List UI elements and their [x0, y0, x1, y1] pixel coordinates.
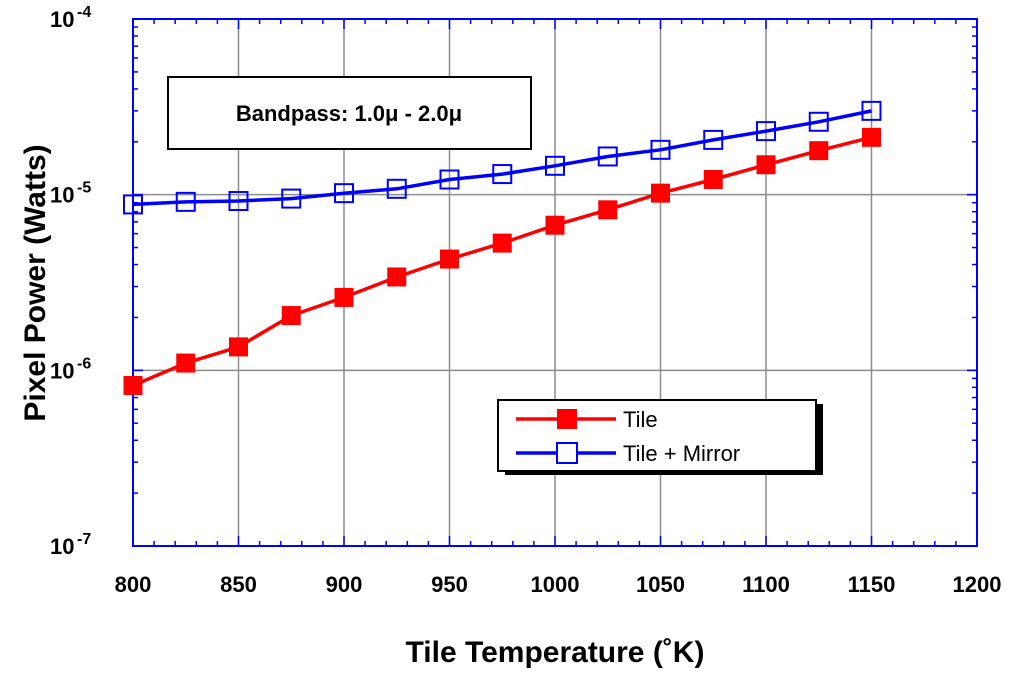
data-point-tile — [809, 141, 829, 161]
x-tick-label: 1050 — [636, 572, 685, 597]
y-tick-exponent: -6 — [77, 355, 91, 372]
x-axis-title: Tile Temperature (˚K) — [406, 636, 705, 669]
legend-label: Tile — [623, 407, 658, 432]
data-point-tile-mirror — [650, 139, 671, 160]
data-point-tile — [492, 233, 512, 253]
annotation-frame — [167, 76, 532, 150]
y-axis-title: Pixel Power (Watts) — [19, 144, 52, 421]
y-tick-label: 10 -5 — [50, 180, 91, 208]
y-tick-label: 10 -7 — [50, 531, 91, 559]
y-tick-label: 10 -6 — [50, 355, 91, 383]
data-point-tile — [281, 306, 301, 326]
series-tile-mirror — [123, 100, 882, 215]
y-tick-base: 10 — [50, 534, 74, 559]
data-point-tile — [545, 215, 565, 235]
y-tick-exponent: -5 — [77, 180, 91, 197]
data-point-tile-mirror — [545, 155, 565, 176]
series-layer — [123, 100, 882, 395]
y-tick-base: 10 — [50, 7, 74, 32]
data-point-tile-mirror — [703, 129, 724, 150]
data-point-tile — [176, 353, 196, 373]
x-tick-label: 1100 — [742, 572, 790, 597]
y-tick-exponent: -4 — [77, 4, 91, 21]
data-point-tile — [862, 127, 881, 147]
annotation-box: Bandpass: 1.0μ - 2.0μ — [167, 76, 532, 150]
data-point-tile-mirror — [386, 178, 407, 199]
data-point-tile — [703, 169, 723, 189]
legend-item-tile-mirror: Tile + Mirror — [516, 441, 740, 466]
legend: Tile Tile + Mirror — [497, 399, 823, 475]
y-tick-label: 10 -4 — [50, 4, 91, 32]
y-tick-exponent: -7 — [77, 531, 91, 548]
data-point-tile-mirror — [597, 146, 618, 167]
series-line-tile-mirror — [132, 109, 872, 207]
data-point-tile — [598, 200, 618, 220]
data-point-tile-mirror — [123, 194, 143, 215]
x-tick-labels: 800 850 900 950 1000 1050 1100 1150 1200 — [115, 572, 1002, 597]
data-point-tile-mirror — [228, 191, 249, 212]
series-tile — [123, 127, 881, 395]
x-tick-label: 1000 — [531, 572, 580, 597]
legend-item-tile: Tile — [516, 407, 658, 432]
y-tick-base: 10 — [50, 183, 74, 208]
legend-frame — [497, 399, 817, 472]
plot-frame — [132, 18, 978, 547]
data-point-tile-mirror — [808, 111, 829, 132]
data-point-tile-mirror — [756, 121, 776, 142]
y-tick-base: 10 — [50, 358, 74, 383]
data-point-tile — [651, 183, 670, 203]
data-point-tile-mirror — [175, 191, 196, 212]
data-point-tile-mirror — [281, 188, 302, 209]
data-point-tile — [756, 155, 776, 175]
data-point-tile — [123, 375, 143, 395]
data-point-tile-mirror — [334, 183, 354, 204]
x-tick-label: 950 — [431, 572, 468, 597]
data-point-tile — [440, 249, 459, 269]
data-point-tile — [334, 287, 354, 307]
legend-label: Tile + Mirror — [623, 441, 740, 466]
annotation-text: Bandpass: 1.0μ - 2.0μ — [236, 101, 462, 126]
data-point-tile-mirror — [492, 164, 513, 185]
x-tick-label: 900 — [326, 572, 363, 597]
data-point-tile-mirror — [439, 169, 460, 190]
data-point-tile-mirror — [861, 100, 882, 121]
x-tick-label: 800 — [115, 572, 152, 597]
x-tick-label: 850 — [220, 572, 257, 597]
y-tick-labels: 10-710-610-510-4 — [50, 4, 91, 559]
data-point-tile — [229, 337, 248, 357]
x-tick-label: 1200 — [953, 572, 1002, 597]
legend-marker — [557, 409, 577, 429]
x-tick-label: 1150 — [848, 572, 896, 597]
data-point-tile — [387, 267, 407, 287]
legend-marker — [556, 442, 578, 464]
